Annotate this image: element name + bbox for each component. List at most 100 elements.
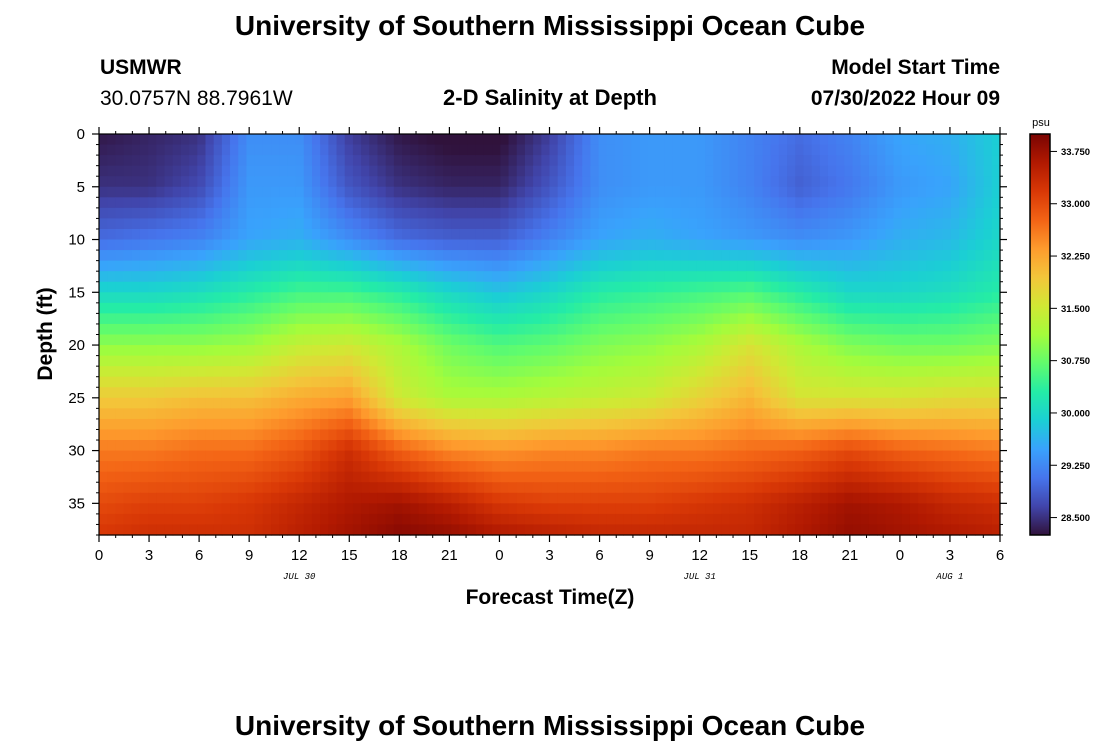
- heatmap-cell: [737, 186, 747, 198]
- heatmap-cell: [770, 197, 780, 209]
- heatmap-cell: [410, 250, 420, 262]
- heatmap-cell: [877, 513, 886, 526]
- heatmap-cell: [361, 397, 370, 409]
- heatmap-cell: [459, 292, 469, 304]
- heatmap-cell: [631, 197, 641, 209]
- heatmap-cell: [418, 408, 428, 420]
- heatmap-cell: [328, 334, 338, 346]
- heatmap-cell: [115, 429, 125, 441]
- heatmap-cell: [729, 513, 739, 526]
- heatmap-cell: [991, 471, 1001, 483]
- heatmap-cell: [483, 376, 493, 388]
- heatmap-cell: [279, 155, 288, 167]
- heatmap-cell: [475, 408, 485, 420]
- heatmap-cell: [819, 524, 829, 536]
- heatmap-cell: [860, 313, 870, 325]
- heatmap-cell: [598, 239, 608, 251]
- heatmap-cell: [434, 144, 444, 156]
- heatmap-cell: [254, 397, 264, 409]
- heatmap-cell: [991, 176, 1001, 188]
- heatmap-cell: [713, 513, 723, 526]
- heatmap-cell: [254, 186, 264, 198]
- heatmap-cell: [287, 471, 297, 483]
- heatmap-cell: [492, 134, 501, 146]
- heatmap-cell: [787, 250, 796, 262]
- heatmap-cell: [221, 197, 231, 209]
- heatmap-cell: [803, 492, 813, 504]
- heatmap-cell: [942, 471, 952, 483]
- heatmap-cell: [197, 440, 207, 452]
- heatmap-cell: [279, 355, 288, 367]
- heatmap-cell: [590, 292, 600, 304]
- heatmap-cell: [238, 281, 248, 293]
- heatmap-cell: [713, 144, 723, 156]
- heatmap-cell: [148, 144, 157, 156]
- heatmap-cell: [746, 450, 755, 462]
- heatmap-cell: [418, 503, 428, 515]
- heatmap-cell: [942, 461, 952, 473]
- heatmap-cell: [492, 334, 501, 346]
- heatmap-cell: [246, 260, 256, 272]
- heatmap-cell: [123, 461, 133, 473]
- heatmap-cell: [262, 513, 272, 526]
- heatmap-cell: [148, 418, 157, 431]
- heatmap-cell: [901, 165, 911, 177]
- heatmap-cell: [631, 271, 641, 283]
- heatmap-cell: [516, 313, 526, 325]
- heatmap-cell: [352, 302, 362, 314]
- heatmap-cell: [443, 313, 452, 325]
- heatmap-cell: [696, 176, 706, 188]
- heatmap-cell: [533, 397, 542, 409]
- heatmap-cell: [344, 207, 354, 220]
- heatmap-cell: [221, 313, 231, 325]
- heatmap-cell: [655, 207, 665, 220]
- heatmap-cell: [443, 471, 452, 483]
- heatmap-cell: [639, 292, 649, 304]
- date-label: AUG 1: [935, 572, 963, 582]
- heatmap-cell: [123, 418, 133, 431]
- heatmap-cell: [639, 134, 649, 146]
- heatmap-cell: [426, 281, 436, 293]
- heatmap-cell: [852, 313, 862, 325]
- heatmap-cell: [721, 134, 731, 146]
- heatmap-cell: [205, 165, 215, 177]
- heatmap-cell: [467, 239, 477, 251]
- heatmap-cell: [451, 176, 460, 188]
- heatmap-cell: [262, 239, 272, 251]
- heatmap-cell: [197, 461, 207, 473]
- heatmap-cell: [909, 450, 919, 462]
- heatmap-cell: [500, 334, 510, 346]
- heatmap-cell: [778, 482, 788, 494]
- heatmap-cell: [541, 302, 551, 314]
- heatmap-cell: [647, 503, 657, 515]
- heatmap-cell: [369, 429, 379, 441]
- heatmap-cell: [262, 429, 272, 441]
- heatmap-cell: [303, 461, 313, 473]
- heatmap-cell: [189, 513, 198, 526]
- heatmap-cell: [991, 408, 1001, 420]
- heatmap-cell: [762, 176, 772, 188]
- heatmap-cell: [909, 144, 919, 156]
- heatmap-cell: [287, 397, 297, 409]
- heatmap-cell: [557, 513, 567, 526]
- heatmap-cell: [451, 239, 460, 251]
- heatmap-cell: [787, 155, 796, 167]
- heatmap-cell: [271, 397, 280, 409]
- y-tick-label: 5: [77, 179, 85, 196]
- heatmap-cell: [197, 429, 207, 441]
- x-tick-label: 0: [95, 547, 103, 564]
- heatmap-cell: [139, 292, 149, 304]
- heatmap-cell: [443, 513, 452, 526]
- heatmap-cell: [926, 323, 936, 336]
- heatmap-cell: [99, 355, 108, 367]
- heatmap-cell: [361, 281, 370, 293]
- heatmap-cell: [901, 323, 911, 336]
- heatmap-cell: [115, 186, 125, 198]
- heatmap-cell: [565, 334, 575, 346]
- heatmap-cell: [336, 492, 346, 504]
- heatmap-cell: [574, 250, 583, 262]
- heatmap-cell: [221, 155, 231, 167]
- heatmap-cell: [582, 323, 592, 336]
- heatmap-cell: [115, 376, 125, 388]
- heatmap-cell: [606, 408, 616, 420]
